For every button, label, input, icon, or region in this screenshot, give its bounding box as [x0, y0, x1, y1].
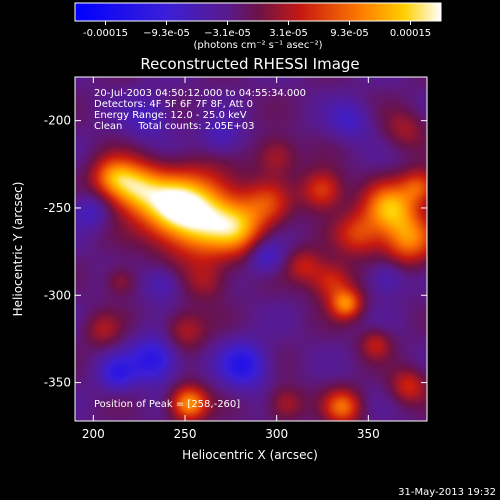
annotation-energy-range: Energy Range: 12.0 - 25.0 keV [94, 110, 247, 121]
chart-title: Reconstructed RHESSI Image [140, 55, 359, 73]
plot-frame [74, 76, 428, 422]
plot-area: 200 250 300 350 -200 -250 -300 -350 [44, 76, 428, 441]
x-axis-label: Heliocentric X (arcsec) [182, 448, 318, 462]
axis-ticks: 200 250 300 350 -200 -250 -300 -350 [44, 77, 427, 441]
colorbar-tick-label: −3.1e-05 [204, 28, 251, 39]
colorbar-ticks: -0.00015 −9.3e-05 −3.1e-05 3.1e-05 9.3e-05 0.… [83, 21, 431, 39]
y-tick-label: -200 [44, 114, 71, 128]
y-tick-label: -250 [44, 201, 71, 215]
x-tick-label: 300 [265, 427, 288, 441]
annotation-detectors: Detectors: 4F 5F 6F 7F 8F, Att 0 [94, 99, 253, 110]
footer-timestamp: 31-May-2013 19:32 [398, 487, 496, 498]
colorbar-tick-label: 0.00015 [390, 28, 431, 39]
colorbar-tick-label: 3.1e-05 [269, 28, 307, 39]
colorbar-tick-label: −9.3e-05 [143, 28, 190, 39]
colorbar: -0.00015 −9.3e-05 −3.1e-05 3.1e-05 9.3e-05 0.… [74, 2, 442, 51]
x-tick-label: 200 [82, 427, 105, 441]
annotation-block: 20-Jul-2003 04:50:12.000 to 04:55:34.000… [94, 88, 306, 132]
heatmap-image [75, 77, 427, 421]
colorbar-tick-label: 9.3e-05 [330, 28, 368, 39]
colorbar-gradient [74, 2, 442, 22]
peak-position-label: Position of Peak = [258,-260] [94, 399, 240, 410]
colorbar-tick-label: -0.00015 [83, 28, 128, 39]
y-axis-label: Heliocentric Y (arcsec) [11, 182, 25, 317]
x-tick-label: 350 [357, 427, 380, 441]
annotation-time-range: 20-Jul-2003 04:50:12.000 to 04:55:34.000 [94, 88, 306, 99]
y-tick-label: -350 [44, 376, 71, 390]
annotation-clean-counts: Clean Total counts: 2.05E+03 [94, 121, 254, 132]
x-tick-label: 250 [174, 427, 197, 441]
y-tick-label: -300 [44, 288, 71, 302]
colorbar-units-label: (photons cm⁻² s⁻¹ asec⁻²) [193, 40, 322, 51]
